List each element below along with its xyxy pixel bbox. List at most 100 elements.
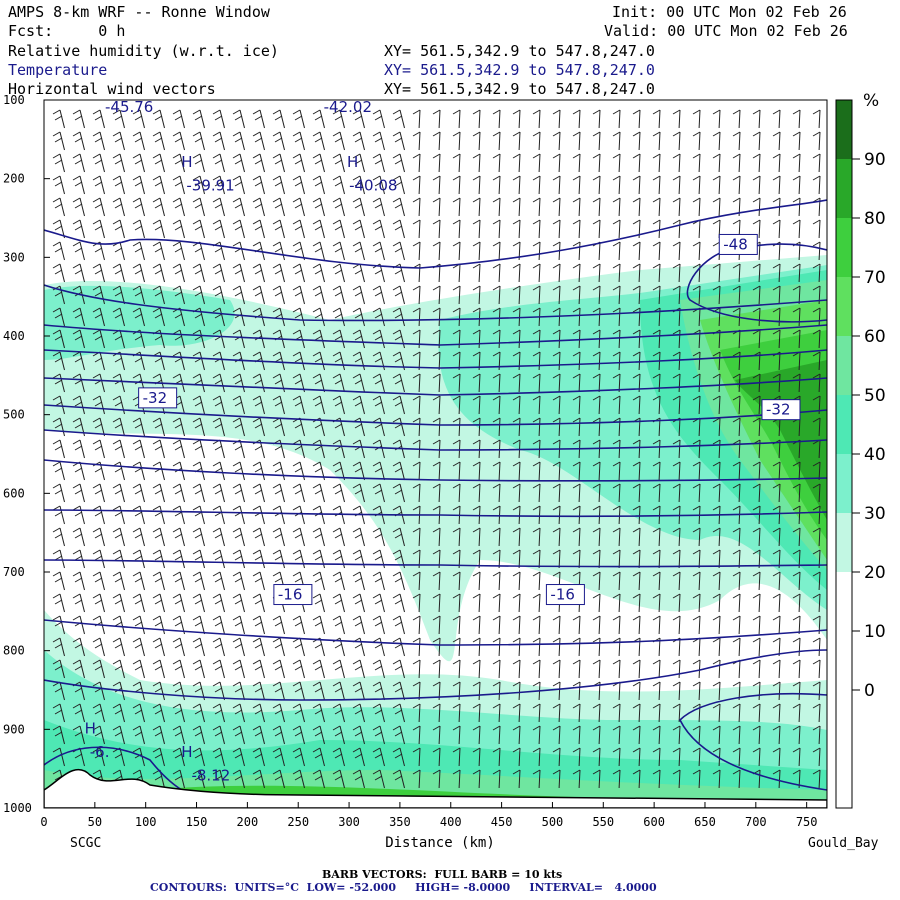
wind-barb	[359, 131, 365, 151]
wind-barb-flag	[152, 131, 161, 137]
wind-barb	[538, 483, 541, 503]
wind-barb-flag	[812, 483, 821, 489]
wind-barb	[438, 285, 441, 305]
wind-barb-flag	[812, 527, 821, 533]
wind-barb-flag	[432, 637, 441, 643]
wind-barb-flag	[352, 549, 361, 555]
wind-barb	[478, 725, 481, 745]
wind-barb-flag	[792, 263, 801, 269]
wind-barb	[239, 329, 245, 349]
wind-barb	[379, 725, 385, 745]
wind-barb-flag	[334, 489, 343, 495]
wind-barb	[79, 483, 85, 503]
wind-barb-flag	[254, 379, 263, 385]
wind-barb-flag	[152, 417, 161, 423]
wind-barb	[239, 175, 245, 195]
wind-barb-flag	[392, 153, 401, 159]
wind-barb-flag	[512, 527, 521, 533]
wind-barb-flag	[232, 329, 241, 335]
wind-barb	[99, 505, 105, 525]
wind-barb-flag	[752, 307, 761, 313]
wind-barb-flag	[292, 439, 301, 445]
x-tick-label: 0	[40, 815, 47, 829]
wind-barb-flag	[532, 527, 541, 533]
wind-barb-flag	[392, 637, 401, 643]
wind-barb-flag	[512, 373, 521, 379]
wind-barb-flag	[294, 247, 303, 253]
wind-barb-flag	[152, 571, 161, 577]
wind-barb-flag	[354, 357, 363, 363]
wind-barb	[658, 131, 661, 151]
wind-barb-flag	[72, 153, 81, 159]
wind-barb	[119, 109, 125, 129]
wind-barb-flag	[512, 725, 521, 731]
wind-barb-flag	[132, 131, 141, 137]
wind-barb	[698, 153, 701, 173]
wind-barb	[718, 197, 721, 217]
wind-barb	[678, 329, 681, 349]
wind-barb-flag	[792, 637, 801, 643]
wind-barb-flag	[274, 115, 283, 121]
wind-barb	[359, 703, 365, 723]
wind-barb	[758, 417, 761, 437]
wind-barb	[638, 175, 641, 195]
wind-barb	[658, 769, 661, 789]
wind-barb-flag	[214, 731, 223, 737]
wind-barb-flag	[792, 131, 801, 137]
wind-barb	[159, 351, 165, 371]
wind-barb-flag	[172, 373, 181, 379]
wind-barb	[139, 659, 145, 679]
wind-barb	[79, 241, 85, 261]
left-endpoint-label: SCGC	[70, 836, 101, 851]
wind-barb	[139, 483, 145, 503]
wind-barb-flag	[174, 555, 183, 561]
wind-barb	[538, 725, 541, 745]
wind-barb-flag	[134, 467, 143, 473]
wind-barb-flag	[312, 725, 321, 731]
wind-barb	[339, 681, 345, 701]
wind-barb-flag	[294, 753, 303, 759]
wind-barb-flag	[214, 709, 223, 715]
wind-barb	[99, 329, 105, 349]
wind-barb	[438, 395, 441, 415]
wind-barb	[698, 483, 701, 503]
wind-barb-flag	[692, 461, 701, 467]
wind-barb	[319, 615, 325, 635]
wind-barb	[59, 175, 65, 195]
wind-barb-flag	[132, 549, 141, 555]
wind-barb-flag	[354, 709, 363, 715]
wind-barb	[818, 153, 821, 173]
contour-label: -39.91	[186, 176, 234, 194]
wind-barb-flag	[394, 489, 403, 495]
wind-barb-flag	[74, 687, 83, 693]
wind-barb	[119, 483, 125, 503]
wind-barb-flag	[632, 747, 641, 753]
wind-barb	[279, 505, 285, 525]
wind-barb-flag	[252, 131, 261, 137]
wind-barb-flag	[372, 197, 381, 203]
wind-barb-flag	[212, 659, 221, 665]
wind-barb	[139, 527, 145, 547]
wind-barb	[399, 637, 405, 657]
wind-barb-flag	[632, 153, 641, 159]
wind-barb	[99, 549, 105, 569]
wind-barb-flag	[352, 109, 361, 115]
wind-barb-flag	[332, 747, 341, 753]
y-tick-label: 400	[3, 329, 25, 343]
wind-barb	[159, 131, 165, 151]
wind-barb-flag	[392, 483, 401, 489]
wind-barb-flag	[154, 225, 163, 231]
wind-barb	[239, 637, 245, 657]
wind-barb	[219, 219, 225, 239]
wind-barb-flag	[752, 417, 761, 423]
wind-barb	[818, 329, 821, 349]
wind-barb-flag	[412, 725, 421, 731]
wind-barb-flag	[592, 285, 601, 291]
wind-barb-flag	[74, 313, 83, 319]
wind-barb-flag	[592, 615, 601, 621]
wind-barb-flag	[252, 571, 261, 577]
wind-barb	[758, 747, 761, 767]
wind-barb	[718, 153, 721, 173]
wind-barb-flag	[512, 549, 521, 555]
wind-barb	[518, 747, 521, 767]
